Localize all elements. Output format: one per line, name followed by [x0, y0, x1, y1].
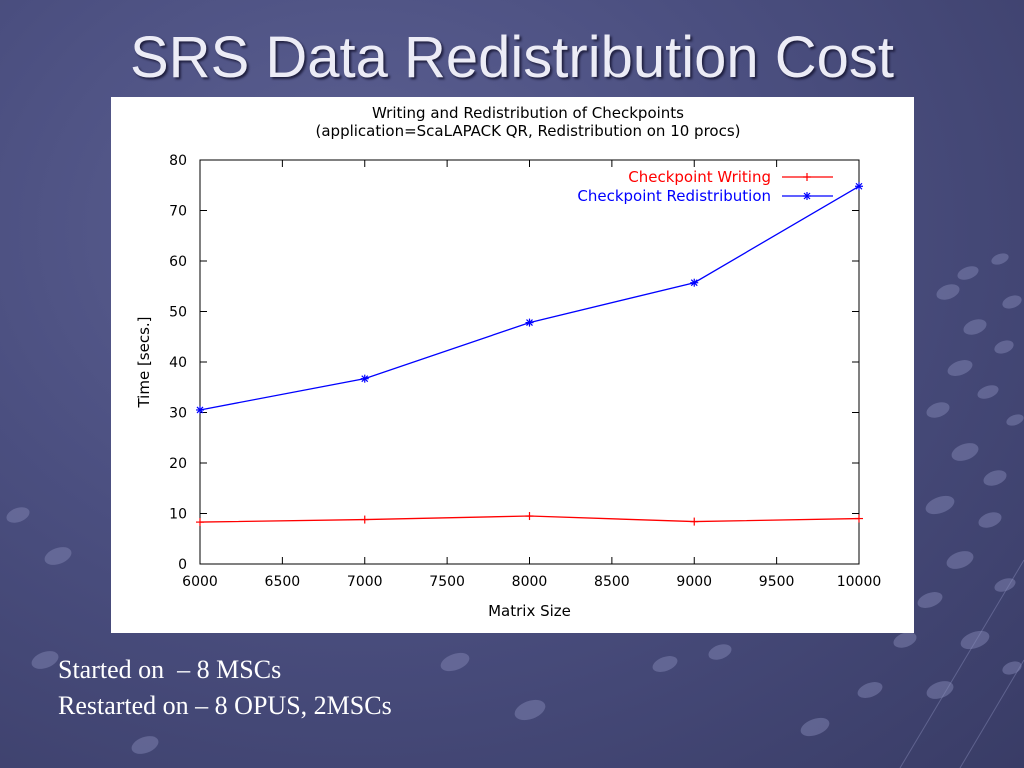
x-tick-label: 9000 — [676, 574, 712, 590]
x-tick-label: 7500 — [429, 574, 465, 590]
x-axis: 6000 6500 7000 7500 8000 8500 9000 9500 10000 — [182, 160, 881, 590]
plot-frame — [199, 159, 860, 565]
y-tick-label: 80 — [169, 153, 187, 169]
data-point — [690, 278, 699, 287]
series-layer — [196, 182, 863, 527]
body-line-restarted: Restarted on – 8 OPUS, 2MSCs — [58, 691, 392, 720]
y-tick-label: 0 — [178, 557, 187, 573]
data-point — [855, 182, 863, 191]
x-tick-label: 8500 — [594, 574, 630, 590]
x-tick-label: 9500 — [759, 574, 795, 590]
series-line-redistribution — [199, 185, 860, 411]
y-tick-label: 40 — [169, 355, 187, 371]
data-point — [690, 517, 699, 526]
chart-subtitle: (application=ScaLAPACK QR, Redistributio… — [316, 122, 741, 140]
body-line-started: Started on – 8 MSCs — [58, 655, 282, 684]
y-axis: 0 10 20 30 40 50 60 70 80 — [169, 153, 859, 573]
x-tick-label: 6000 — [182, 574, 218, 590]
legend-label: Checkpoint Writing — [628, 168, 771, 186]
y-tick-label: 60 — [169, 254, 187, 270]
data-point — [196, 405, 204, 414]
data-point — [360, 515, 369, 524]
x-tick-label: 8000 — [512, 574, 548, 590]
data-point — [525, 512, 534, 521]
y-tick-label: 30 — [169, 406, 187, 422]
legend-marker — [803, 192, 811, 200]
legend-label: Checkpoint Redistribution — [577, 187, 771, 205]
data-point — [855, 514, 863, 523]
legend-marker — [803, 173, 811, 181]
data-point — [360, 374, 369, 383]
data-point — [196, 518, 204, 527]
chart-title: Writing and Redistribution of Checkpoint… — [372, 104, 684, 122]
y-tick-label: 10 — [169, 507, 187, 523]
y-tick-label: 70 — [169, 204, 187, 220]
chart-panel: Writing and Redistribution of Checkpoint… — [111, 97, 914, 633]
line-chart: Writing and Redistribution of Checkpoint… — [135, 104, 881, 620]
x-axis-label: Matrix Size — [488, 602, 571, 620]
y-tick-label: 20 — [169, 456, 187, 472]
y-tick-label: 50 — [169, 305, 187, 321]
x-tick-label: 7000 — [347, 574, 383, 590]
x-tick-label: 10000 — [837, 574, 882, 590]
y-axis-label: Time [secs.] — [135, 316, 153, 408]
data-point — [525, 318, 534, 327]
slide-body: Started on – 8 MSCs Restarted on – 8 OPU… — [58, 652, 392, 724]
slide-title: SRS Data Redistribution Cost — [130, 25, 894, 90]
x-tick-label: 6500 — [265, 574, 301, 590]
